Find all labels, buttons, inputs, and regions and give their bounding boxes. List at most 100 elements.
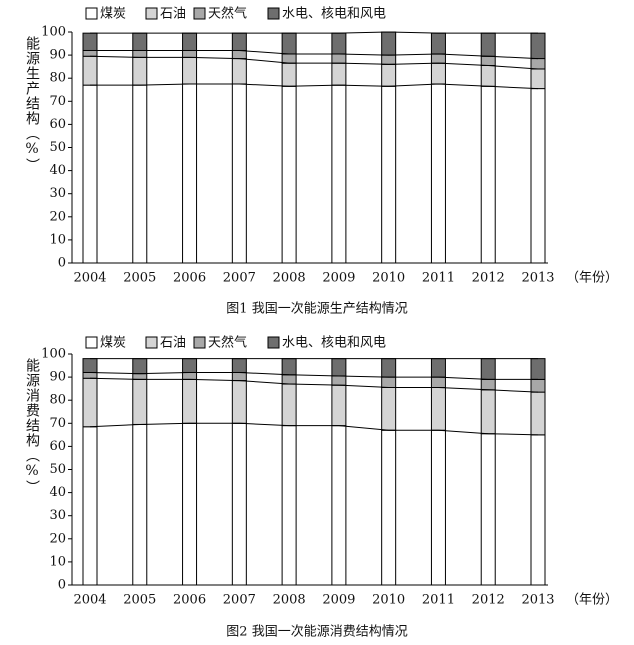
bar-segment (381, 54, 397, 65)
x-tick-label: 2011 (422, 593, 455, 608)
y-tick-label: 60 (49, 439, 66, 454)
x-tick-label: 2006 (173, 271, 206, 286)
bar-segment (430, 376, 446, 388)
x-tick-label: 2012 (472, 271, 505, 286)
legend-swatch (85, 336, 98, 349)
bar-segment (430, 429, 446, 586)
bar-segment (381, 31, 397, 56)
legend-label: 石油 (160, 336, 186, 351)
bar-segment (331, 32, 347, 55)
bar-segment (182, 378, 198, 424)
y-tick-label: 30 (49, 186, 66, 201)
y-axis-label: 能源生产结构（%） (24, 36, 40, 173)
bar-segment (82, 358, 98, 373)
y-tick-label: 80 (49, 393, 66, 408)
bar-segment (281, 53, 297, 64)
y-tick-label: 40 (49, 163, 66, 178)
bar-segment (381, 376, 397, 388)
legend-swatch (145, 7, 158, 20)
y-tick-label: 90 (49, 370, 66, 385)
bar-segment (132, 56, 148, 86)
bar-segment (82, 371, 98, 379)
y-tick-label: 0 (58, 256, 66, 271)
bar-segment (182, 371, 198, 380)
bar-segment (530, 32, 546, 60)
bar-segment (281, 383, 297, 427)
y-tick-label: 30 (49, 508, 66, 523)
bar-segment (530, 391, 546, 436)
bar-segment (231, 49, 247, 60)
stack-line (89, 55, 539, 70)
legend-label: 水电、核电和风电 (282, 336, 386, 351)
x-tick-label: 2010 (372, 593, 405, 608)
bar-segment (231, 371, 247, 382)
bar-segment (182, 422, 198, 586)
bar-segment (132, 358, 148, 375)
y-tick-label: 0 (58, 578, 66, 593)
y-tick-label: 10 (49, 554, 66, 569)
bar-segment (381, 386, 397, 431)
legend-label: 煤炭 (100, 336, 126, 351)
bar-segment (231, 380, 247, 424)
bar-segment (480, 64, 496, 87)
x-axis-label: （年份） (566, 593, 618, 608)
bar-segment (281, 374, 297, 385)
stack-line (89, 377, 539, 393)
bar-segment (331, 62, 347, 86)
legend-swatch (145, 336, 158, 349)
bar-segment (530, 378, 546, 393)
x-tick-label: 2013 (521, 271, 554, 286)
bar-segment (182, 358, 198, 373)
y-tick-label: 10 (49, 232, 66, 247)
bar-segment (82, 49, 98, 57)
y-tick-label: 100 (41, 347, 66, 362)
bar-segment (530, 68, 546, 90)
bar-segment (231, 32, 247, 51)
stack-line (90, 49, 539, 60)
x-axis-label: （年份） (566, 271, 618, 286)
legend-swatch (193, 7, 206, 20)
x-tick-label: 2009 (322, 593, 355, 608)
y-tick-label: 70 (49, 416, 66, 431)
bar-segment (480, 32, 496, 57)
bar-segment (480, 85, 496, 264)
y-tick-label: 60 (49, 117, 66, 132)
bar-segment (82, 84, 98, 264)
bar-segment (381, 358, 397, 378)
bar-segment (480, 55, 496, 66)
bar-segment (381, 85, 397, 264)
bar-segment (132, 423, 148, 586)
bar-segment (231, 358, 247, 373)
legend-label: 天然气 (208, 6, 247, 22)
bar-segment (231, 58, 247, 85)
bar-segment (530, 358, 546, 380)
bar-segment (281, 425, 297, 586)
y-tick-label: 80 (49, 71, 66, 86)
x-tick-label: 2007 (223, 271, 256, 286)
bar-segment (331, 375, 347, 386)
legend-swatch (267, 7, 280, 20)
x-tick-label: 2005 (123, 271, 156, 286)
bar-segment (480, 378, 496, 391)
legend-label: 天然气 (208, 335, 247, 351)
legend-label: 水电、核电和风电 (282, 7, 386, 22)
y-tick-label: 20 (49, 531, 66, 546)
bar-segment (430, 386, 446, 431)
bar-segment (331, 425, 347, 586)
x-tick-label: 2009 (322, 271, 355, 286)
bar-segment (132, 378, 148, 425)
x-tick-label: 2008 (273, 593, 306, 608)
bar-segment (281, 32, 297, 55)
bar-segment (182, 32, 198, 51)
x-tick-label: 2006 (173, 593, 206, 608)
stack-line (90, 31, 538, 34)
legend-swatch (267, 336, 280, 349)
bar-segment (281, 85, 297, 264)
bar-segment (82, 377, 98, 428)
y-tick-label: 70 (49, 94, 66, 109)
bar-segment (132, 32, 148, 51)
x-tick-label: 2013 (521, 593, 554, 608)
chart-caption: 图2 我国一次能源消费结构情况 (226, 624, 407, 640)
bar-segment (132, 49, 148, 58)
